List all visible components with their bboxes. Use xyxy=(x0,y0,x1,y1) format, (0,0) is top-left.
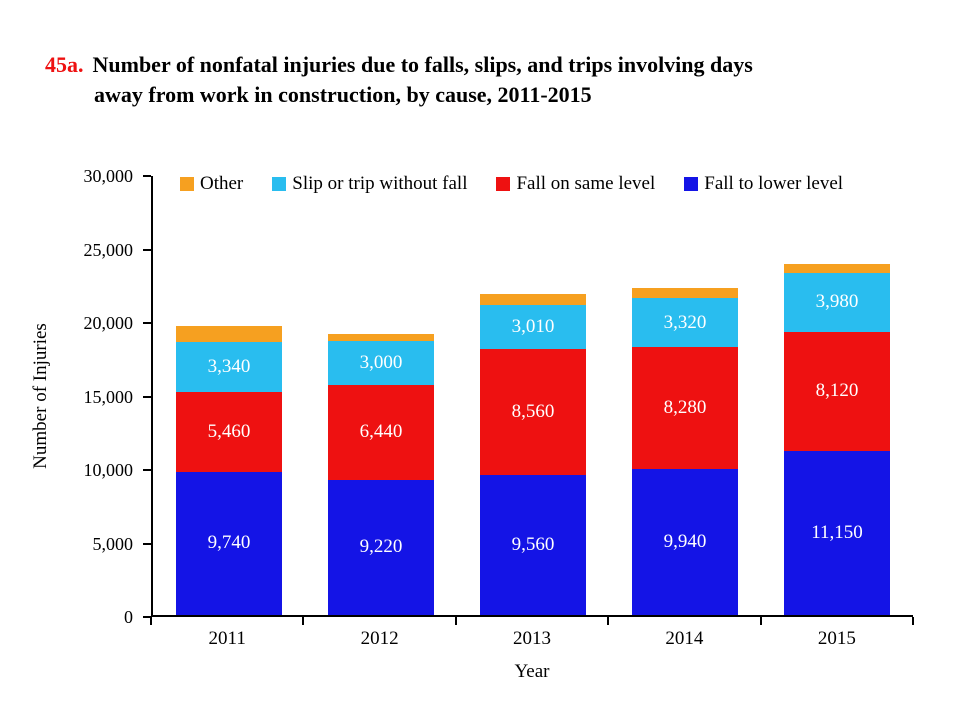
bar-segment-slip-or-trip-without-fall-2011: 3,340 xyxy=(176,342,282,392)
legend-label: Other xyxy=(200,173,244,194)
legend-item-other: Other xyxy=(180,173,243,195)
bars-layer: 9,740 5,460 3,340 9,220 6,440 3,000 9,560 8,560… xyxy=(153,176,913,615)
y-tick-label-25-000: 25,000 xyxy=(83,239,134,260)
bar-2014: 9,940 8,280 3,320 xyxy=(632,287,738,615)
x-tick-mark xyxy=(150,617,152,625)
bar-2013: 9,560 8,560 3,010 xyxy=(480,293,586,615)
x-tick-label-2013: 2013 xyxy=(513,628,552,649)
bar-segment-slip-or-trip-without-fall-2012: 3,000 xyxy=(328,340,434,385)
y-tick-label-15-000: 15,000 xyxy=(83,386,134,407)
bar-value-label: 9,560 xyxy=(511,533,555,555)
bar-segment-fall-to-lower-level-2011: 9,740 xyxy=(176,471,282,615)
y-tick-mark xyxy=(143,322,151,324)
y-tick-label-5-000: 5,000 xyxy=(92,533,134,554)
bar-segment-fall-on-same-level-2015: 8,120 xyxy=(784,331,890,452)
legend-item-fall-to-lower-level: Fall to lower level xyxy=(684,173,843,195)
chart-title-text-line-2: away from work in construction, by cause… xyxy=(94,82,592,107)
bar-value-label: 9,740 xyxy=(207,532,251,554)
bar-segment-fall-to-lower-level-2013: 9,560 xyxy=(480,474,586,615)
bar-2012: 9,220 6,440 3,000 xyxy=(328,334,434,615)
legend-item-slip-or-trip-without-fall: Slip or trip without fall xyxy=(272,173,467,195)
bar-segment-fall-to-lower-level-2012: 9,220 xyxy=(328,479,434,615)
y-tick-mark xyxy=(143,542,151,545)
legend-label: Slip or trip without fall xyxy=(292,173,468,194)
chart-title: 45a. Number of nonfatal injuries due to f… xyxy=(45,50,923,110)
legend-swatch-icon xyxy=(272,177,287,191)
bar-segment-fall-on-same-level-2012: 6,440 xyxy=(328,384,434,480)
legend-item-fall-on-same-level: Fall on same level xyxy=(496,173,655,195)
y-tick-label-0: 0 xyxy=(124,607,133,627)
bar-value-label: 3,340 xyxy=(207,355,251,377)
bar-segment-other-2015 xyxy=(784,264,890,274)
bar-column-2012: 9,220 6,440 3,000 xyxy=(305,176,457,615)
y-tick-label-30-000: 30,000 xyxy=(83,166,134,186)
bar-value-label: 3,980 xyxy=(815,291,859,313)
bar-value-label: 6,440 xyxy=(359,421,403,443)
x-tick-label-2011: 2011 xyxy=(208,628,246,649)
bar-value-label: 5,460 xyxy=(207,420,251,442)
y-tick-label-20-000: 20,000 xyxy=(83,313,134,333)
bar-column-2014: 9,940 8,280 3,320 xyxy=(609,176,761,615)
legend-swatch-icon xyxy=(180,177,194,191)
x-tick-label-2015: 2015 xyxy=(817,628,856,649)
legend-swatch-icon xyxy=(496,177,511,191)
bar-column-2011: 9,740 5,460 3,340 xyxy=(153,176,305,615)
x-axis-title: Year xyxy=(514,661,550,682)
bar-value-label: 8,560 xyxy=(511,400,555,422)
bar-segment-fall-on-same-level-2013: 8,560 xyxy=(480,348,586,475)
bar-segment-fall-to-lower-level-2014: 9,940 xyxy=(632,468,738,615)
bar-2015: 11,150 8,120 3,980 xyxy=(784,264,890,615)
legend-label: Fall on same level xyxy=(516,173,656,194)
chart-title-line-1: 45a. Number of nonfatal injuries due to f… xyxy=(45,50,923,80)
bar-value-label: 8,280 xyxy=(663,397,707,419)
plot-area: Other Slip or trip without fall Fall on sa… xyxy=(151,173,913,617)
bar-value-label: 9,220 xyxy=(359,536,403,558)
bar-segment-other-2011 xyxy=(176,325,282,343)
bar-segment-fall-on-same-level-2011: 5,460 xyxy=(176,391,282,472)
x-labels: 2011 2012 2013 2014 2015 xyxy=(151,628,913,650)
bar-value-label: 3,320 xyxy=(663,311,707,333)
y-tick-label-10-000: 10,000 xyxy=(83,460,134,480)
y-tick-mark xyxy=(143,616,151,618)
bar-segment-slip-or-trip-without-fall-2013: 3,010 xyxy=(480,304,586,349)
x-tick-label-2012: 2012 xyxy=(360,628,399,649)
y-tick-mark xyxy=(143,469,151,471)
bar-value-label: 11,150 xyxy=(811,522,863,544)
x-tick-mark xyxy=(912,617,914,625)
x-tick-mark xyxy=(302,617,305,625)
bar-segment-slip-or-trip-without-fall-2014: 3,320 xyxy=(632,298,738,348)
chart-title-text-line-1: Number of nonfatal injuries due to falls… xyxy=(92,52,753,77)
x-tick-mark xyxy=(607,617,610,625)
bar-segment-other-2014 xyxy=(632,287,738,299)
legend-swatch-icon xyxy=(684,177,699,191)
bar-column-2013: 9,560 8,560 3,010 xyxy=(457,176,609,615)
x-tick-label-2014: 2014 xyxy=(665,628,704,649)
legend-label: Fall to lower level xyxy=(704,173,844,194)
bar-segment-fall-on-same-level-2014: 8,280 xyxy=(632,347,738,469)
x-tick-mark xyxy=(454,617,457,625)
bar-value-label: 9,940 xyxy=(663,530,707,552)
bar-column-2015: 11,150 8,120 3,980 xyxy=(761,176,913,615)
y-tick-mark xyxy=(143,175,151,177)
bar-segment-slip-or-trip-without-fall-2015: 3,980 xyxy=(784,273,890,332)
legend: Other Slip or trip without fall Fall on sa… xyxy=(180,173,843,195)
y-tick-mark xyxy=(143,248,151,251)
bar-segment-other-2012 xyxy=(328,334,434,341)
y-tick-mark xyxy=(143,395,151,398)
bar-value-label: 3,000 xyxy=(359,351,403,373)
bar-segment-other-2013 xyxy=(480,293,586,305)
bar-value-label: 8,120 xyxy=(815,380,859,402)
x-tick-mark xyxy=(759,617,762,625)
bar-value-label: 3,010 xyxy=(511,315,555,337)
bar-segment-fall-to-lower-level-2015: 11,150 xyxy=(784,451,890,615)
chart-number: 45a. xyxy=(45,52,84,77)
bar-2011: 9,740 5,460 3,340 xyxy=(176,325,282,615)
